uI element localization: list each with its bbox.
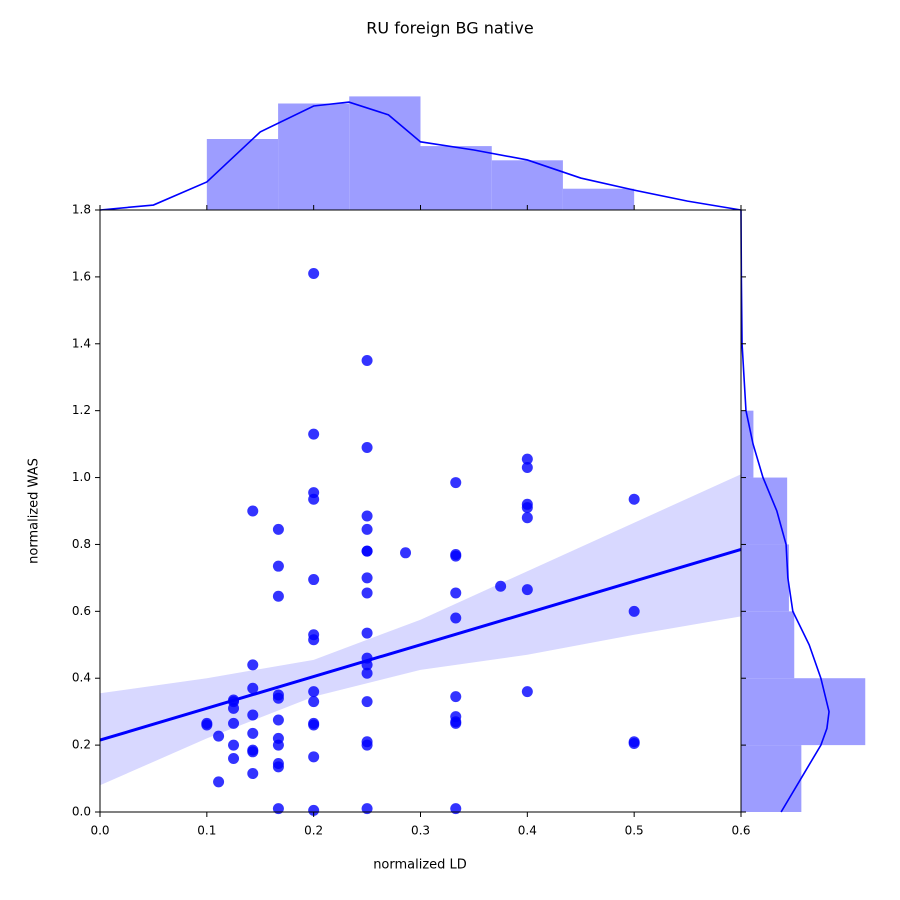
right-hist-bar	[741, 678, 866, 746]
scatter-point	[495, 580, 507, 592]
scatter-point	[361, 667, 373, 679]
scatter-point	[308, 268, 320, 280]
scatter-point	[308, 686, 320, 698]
scatter-point	[213, 730, 225, 742]
x-tick-label: 0.2	[304, 824, 323, 838]
scatter-point	[308, 493, 320, 505]
scatter-point	[361, 441, 373, 453]
scatter-point	[247, 709, 259, 721]
scatter-point	[308, 428, 320, 440]
chart-title: RU foreign BG native	[366, 19, 533, 38]
scatter-point	[361, 739, 373, 751]
scatter-point	[400, 547, 412, 559]
right-hist-bar	[741, 544, 789, 612]
top-hist-bar	[278, 103, 350, 210]
top-kde	[99, 101, 742, 211]
scatter-point	[272, 590, 284, 602]
scatter-point	[308, 696, 320, 708]
scatter-point	[247, 744, 259, 756]
scatter-point	[361, 696, 373, 708]
scatter-point	[450, 587, 462, 599]
scatter-point	[361, 355, 373, 366]
scatter-point	[521, 584, 533, 596]
scatter-point	[228, 739, 240, 751]
y-tick-label: 1.2	[72, 403, 91, 417]
x-tick-label: 0.1	[197, 824, 216, 838]
scatter-point	[450, 803, 462, 815]
top-hist-bar	[420, 146, 492, 210]
scatter-point	[272, 739, 284, 751]
scatter-point	[361, 510, 373, 522]
scatter-point	[628, 605, 640, 617]
y-tick-label: 1.4	[72, 336, 91, 350]
x-tick-label: 0.6	[731, 824, 750, 838]
scatter-point	[308, 574, 320, 586]
y-tick-label: 0.6	[72, 604, 91, 618]
scatter-point	[361, 627, 373, 639]
y-tick-label: 1.8	[72, 203, 91, 217]
scatter-point	[450, 477, 462, 489]
scatter-point	[361, 523, 373, 535]
scatter-point	[450, 550, 462, 562]
scatter-point	[521, 453, 533, 465]
x-tick-label: 0.0	[90, 824, 109, 838]
scatter-point	[361, 545, 373, 557]
top-hist-bar	[206, 139, 279, 210]
scatter-point	[247, 682, 259, 694]
scatter-point	[247, 727, 259, 739]
scatter-point	[201, 719, 213, 731]
scatter-point	[272, 714, 284, 726]
scatter-point	[308, 719, 320, 731]
scatter-point	[361, 572, 373, 584]
y-tick-label: 0.0	[72, 805, 91, 819]
x-tick-label: 0.3	[411, 824, 430, 838]
scatter-point	[228, 702, 240, 714]
scatter-point	[450, 717, 462, 729]
x-tick-label: 0.4	[518, 824, 537, 838]
y-tick-label: 0.4	[72, 671, 91, 685]
scatter-point	[308, 751, 320, 763]
x-tick-label: 0.5	[625, 824, 644, 838]
scatter-point	[272, 803, 284, 815]
scatter-point	[228, 717, 240, 729]
top-hist-bar	[349, 96, 421, 210]
top-hist-bar	[562, 188, 635, 210]
scatter-point	[521, 502, 533, 514]
scatter-point	[308, 634, 320, 646]
scatter-point	[450, 612, 462, 624]
scatter-point	[450, 691, 462, 703]
right-kde	[740, 209, 830, 813]
scatter-point	[213, 776, 225, 788]
confidence-band	[100, 474, 741, 786]
y-axis-label: normalized WAS	[27, 458, 42, 564]
scatter-point	[272, 560, 284, 572]
right-hist-bar	[741, 611, 795, 679]
scatter-point	[628, 493, 640, 505]
right-hist-bar	[741, 477, 788, 545]
y-tick-label: 1.6	[72, 269, 91, 283]
scatter-point	[521, 512, 533, 524]
scatter-point	[228, 752, 240, 764]
y-tick-label: 0.8	[72, 537, 91, 551]
y-tick-label: 1.0	[72, 470, 91, 484]
scatter-point	[247, 768, 259, 780]
scatter-point	[628, 737, 640, 749]
scatter-point	[272, 761, 284, 773]
scatter-point	[272, 692, 284, 704]
right-hist-bar	[741, 410, 754, 478]
scatter-point	[521, 686, 533, 698]
x-axis-label: normalized LD	[373, 858, 467, 873]
y-tick-label: 0.2	[72, 738, 91, 752]
right-hist-bar	[741, 745, 802, 812]
scatter-point	[361, 803, 373, 815]
scatter-point	[247, 659, 259, 671]
regression-line	[99, 548, 742, 742]
scatter-point	[272, 523, 284, 535]
scatter-point	[247, 505, 259, 517]
scatter-point	[308, 804, 320, 816]
scatter-point	[521, 462, 533, 474]
scatter-point	[361, 587, 373, 599]
